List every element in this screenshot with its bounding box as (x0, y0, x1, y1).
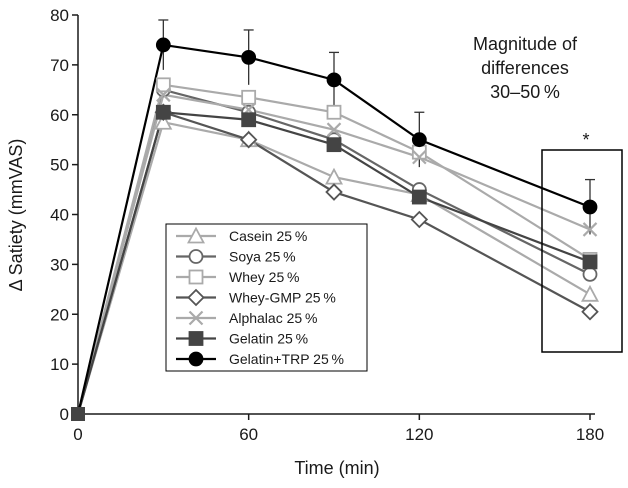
marker-stroke (326, 122, 342, 137)
x-axis-title: Time (min) (294, 458, 379, 478)
data-point (324, 167, 344, 185)
data-point (241, 49, 257, 65)
significance-asterisk: * (582, 130, 589, 150)
data-point (155, 104, 171, 120)
marker-stroke (582, 222, 598, 237)
marker-stroke (412, 149, 427, 165)
highlight-box (541, 149, 623, 353)
legend-label: Gelatin+TRP 25 % (229, 351, 344, 367)
data-point (410, 210, 429, 229)
series-line (76, 43, 591, 415)
data-point (581, 302, 599, 321)
data-point (412, 149, 427, 165)
y-tick-label: 0 (60, 405, 69, 424)
y-tick-label: 30 (50, 255, 69, 274)
annotation-line-3: 30–50 % (490, 82, 560, 102)
legend-marker (186, 226, 206, 244)
y-tick-label: 10 (50, 355, 69, 374)
series-lines (76, 43, 591, 415)
legend-label: Alphalac 25 % (229, 310, 317, 326)
series-markers (71, 37, 600, 421)
data-point (582, 254, 598, 270)
y-tick-label: 50 (50, 156, 69, 175)
y-tick-label: 80 (50, 6, 69, 25)
legend-label: Casein 25 % (229, 228, 307, 244)
annotation-line-2: differences (481, 58, 569, 78)
data-point (155, 77, 171, 93)
data-point (326, 122, 342, 137)
marker-stroke (188, 310, 204, 326)
data-point (155, 37, 171, 53)
legend: Casein 25 % Soya 25 % Whey 25 % Whey-GMP 25… (165, 223, 368, 372)
data-point (582, 266, 598, 282)
legend-label: Gelatin 25 % (229, 331, 308, 347)
y-tick-label: 40 (50, 206, 69, 225)
data-point (325, 183, 343, 201)
data-point (156, 87, 171, 103)
x-tick-label: 180 (576, 425, 604, 444)
marker-stroke (156, 87, 171, 103)
series-line (76, 111, 591, 415)
x-tick-label: 0 (73, 425, 82, 444)
legend-label: Soya 25 % (229, 249, 296, 265)
y-ticks: 0 10 20 30 40 50 60 70 80 (50, 6, 78, 424)
data-point (239, 130, 258, 149)
data-point (582, 199, 598, 215)
data-point (411, 189, 427, 205)
data-point (326, 137, 342, 153)
data-point (326, 72, 342, 88)
series-line (76, 120, 591, 415)
legend-marker (188, 331, 204, 346)
data-point-origin (71, 407, 85, 421)
data-point (241, 112, 257, 128)
data-point (580, 284, 600, 302)
y-tick-label: 70 (50, 56, 69, 75)
y-axis-title: Δ Satiety (mmVAS) (6, 139, 26, 292)
annotation-line-1: Magnitude of (473, 34, 578, 54)
data-point (582, 222, 598, 237)
data-point (411, 132, 427, 148)
legend-marker (187, 288, 205, 307)
legend-marker (188, 249, 204, 264)
series-line (76, 93, 591, 415)
x-tick-label: 60 (239, 425, 258, 444)
legend-label: Whey-GMP 25 % (229, 290, 336, 306)
data-point (241, 89, 257, 105)
data-point (326, 104, 342, 120)
legend-marker (188, 269, 204, 285)
x-ticks: 0 60 120 180 (73, 414, 604, 444)
y-tick-label: 60 (50, 106, 69, 125)
data-point (154, 112, 173, 130)
legend-marker (188, 351, 204, 367)
x-tick-label: 120 (405, 425, 433, 444)
legend-label: Whey 25 % (229, 269, 300, 285)
y-tick-label: 20 (50, 305, 69, 324)
legend-marker (188, 310, 204, 326)
